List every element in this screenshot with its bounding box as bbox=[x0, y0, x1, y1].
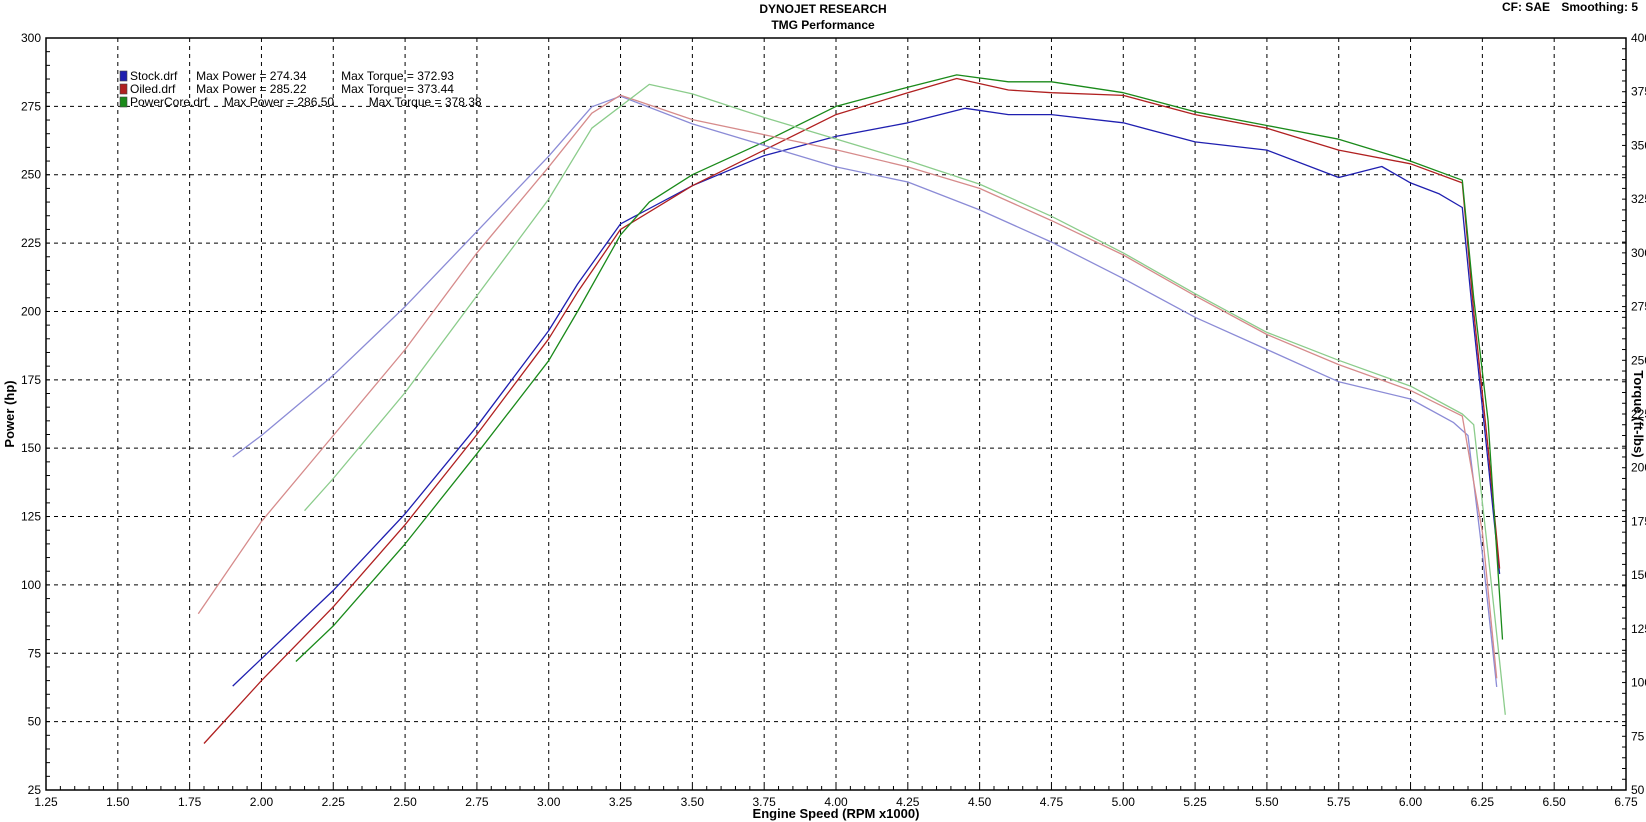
x-tick-label: 1.50 bbox=[106, 795, 130, 809]
x-tick-label: 3.75 bbox=[753, 795, 777, 809]
legend-max-torque: Max Torque = 378.38 bbox=[369, 95, 482, 109]
y2-tick-label: 400 bbox=[1631, 31, 1646, 45]
series-power-powercore bbox=[295, 74, 1504, 662]
y-tick-label: 125 bbox=[21, 510, 41, 524]
y2-tick-label: 300 bbox=[1631, 246, 1646, 260]
x-tick-label: 6.50 bbox=[1543, 795, 1567, 809]
x-tick-label: 4.25 bbox=[896, 795, 920, 809]
x-tick-label: 2.00 bbox=[250, 795, 274, 809]
x-tick-label: 2.75 bbox=[465, 795, 489, 809]
x-tick-label: 6.00 bbox=[1399, 795, 1423, 809]
legend-run-name: Oiled.drf bbox=[130, 82, 176, 96]
legend-swatch bbox=[119, 83, 128, 95]
series-power-oiled bbox=[203, 77, 1501, 744]
y-tick-label: 75 bbox=[28, 646, 42, 660]
x-tick-label: 1.75 bbox=[178, 795, 202, 809]
x-tick-label: 1.25 bbox=[34, 795, 58, 809]
y-tick-label: 225 bbox=[21, 236, 41, 250]
y-tick-label: 100 bbox=[21, 578, 41, 592]
x-tick-label: 3.50 bbox=[681, 795, 705, 809]
y2-tick-label: 275 bbox=[1631, 300, 1646, 314]
correction-info: CF: SAE Smoothing: 5 bbox=[1502, 0, 1638, 14]
legend-max-torque: Max Torque = 372.93 bbox=[341, 69, 454, 83]
legend-run-name: PowerCore.drf bbox=[130, 95, 208, 109]
y2-tick-label: 100 bbox=[1631, 676, 1646, 690]
series-lines bbox=[197, 74, 1506, 744]
x-tick-label: 6.25 bbox=[1471, 795, 1495, 809]
x-tick-label: 4.00 bbox=[824, 795, 848, 809]
y2-tick-label: 125 bbox=[1631, 622, 1646, 636]
legend-max-power: Max Power = 286.50 bbox=[224, 95, 335, 109]
x-tick-label: 4.75 bbox=[1040, 795, 1064, 809]
x-tick-label: 5.50 bbox=[1255, 795, 1279, 809]
y2-tick-label: 375 bbox=[1631, 85, 1646, 99]
legend-max-torque: Max Torque = 373.44 bbox=[341, 82, 454, 96]
y2-tick-label: 350 bbox=[1631, 138, 1646, 152]
x-tick-label: 5.25 bbox=[1183, 795, 1207, 809]
chart-subtitle: TMG Performance bbox=[771, 18, 875, 32]
legend-swatch bbox=[119, 70, 128, 82]
y-tick-label: 200 bbox=[21, 304, 41, 318]
cf-label: CF: SAE bbox=[1501, 0, 1550, 14]
x-tick-label: 5.00 bbox=[1112, 795, 1136, 809]
y2-axis-label: Torque (ft-lbs) bbox=[1631, 370, 1646, 457]
legend-max-power: Max Power = 285.22 bbox=[196, 82, 307, 96]
legend-swatch bbox=[119, 96, 128, 108]
x-tick-label: 2.25 bbox=[322, 795, 346, 809]
y2-tick-label: 175 bbox=[1631, 514, 1646, 528]
y-tick-label: 175 bbox=[21, 373, 41, 387]
y2-tick-label: 200 bbox=[1631, 461, 1646, 475]
series-power-stock bbox=[232, 107, 1501, 687]
x-tick-label: 5.75 bbox=[1327, 795, 1351, 809]
x-tick-label: 2.50 bbox=[393, 795, 417, 809]
x-tick-label: 4.50 bbox=[968, 795, 992, 809]
series-torque-powercore bbox=[304, 83, 1506, 715]
x-tick-label: 6.75 bbox=[1614, 795, 1638, 809]
legend: Stock.drf Max Power = 274.34 Max Torque = … bbox=[119, 69, 482, 109]
x-tick-labels: 1.25 1.50 1.75 2.00 2.25 2.50 2.75 3.00 3.25 3.50… bbox=[34, 795, 1638, 809]
y-tick-labels: 25 50 75 100 125 150 175 200 225 250 275 300 bbox=[21, 31, 41, 797]
y-tick-label: 300 bbox=[21, 31, 41, 45]
y2-tick-label: 75 bbox=[1631, 729, 1645, 743]
y-tick-label: 150 bbox=[21, 441, 41, 455]
x-axis-label: Engine Speed (RPM x1000) bbox=[753, 806, 920, 821]
y2-tick-labels: 50 75 100 125 150 175 200 225 250 275 300 325 350 375… bbox=[1631, 31, 1646, 797]
smoothing-label: Smoothing: 5 bbox=[1561, 0, 1638, 14]
grid bbox=[45, 37, 1627, 791]
chart-title: DYNOJET RESEARCH bbox=[759, 2, 887, 16]
series-torque-stock bbox=[232, 95, 1498, 687]
y-axis-label: Power (hp) bbox=[2, 380, 17, 447]
y-tick-label: 275 bbox=[21, 99, 41, 113]
x-tick-label: 3.00 bbox=[537, 795, 561, 809]
y2-tick-label: 150 bbox=[1631, 568, 1646, 582]
legend-max-power: Max Power = 274.34 bbox=[196, 69, 307, 83]
series-torque-oiled bbox=[197, 94, 1498, 679]
y2-tick-label: 250 bbox=[1631, 353, 1646, 367]
y2-tick-label: 325 bbox=[1631, 192, 1646, 206]
y-tick-label: 50 bbox=[28, 715, 42, 729]
y-tick-label: 25 bbox=[28, 783, 42, 797]
y-tick-label: 250 bbox=[21, 168, 41, 182]
x-tick-label: 3.25 bbox=[609, 795, 633, 809]
y2-tick-label: 225 bbox=[1631, 407, 1646, 421]
y2-tick-label: 50 bbox=[1631, 783, 1645, 797]
legend-run-name: Stock.drf bbox=[130, 69, 178, 83]
